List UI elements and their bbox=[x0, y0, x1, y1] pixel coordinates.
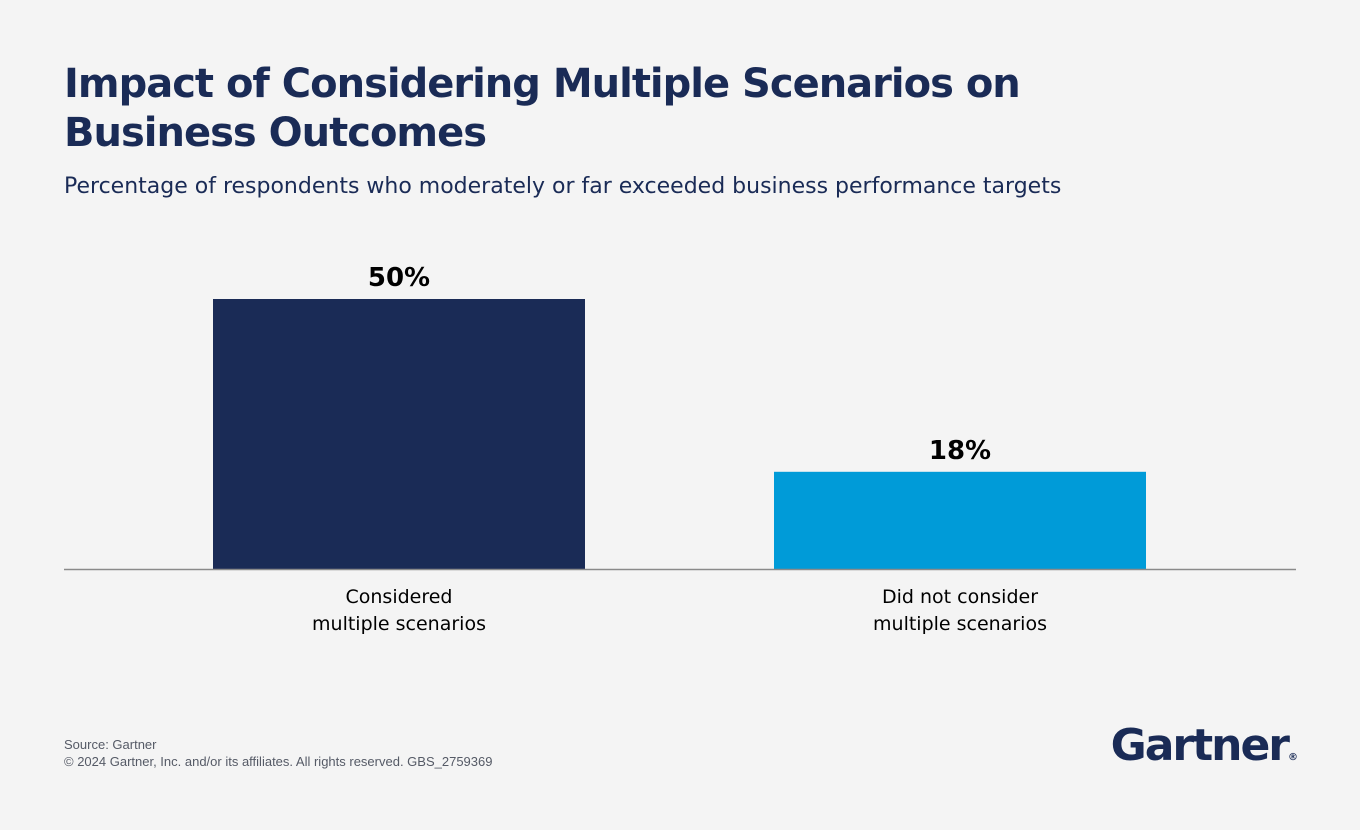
gartner-logo: Gartner® bbox=[1111, 718, 1298, 786]
chart-title: Impact of Considering Multiple Scenarios… bbox=[64, 61, 1021, 156]
copyright-note: © 2024 Gartner, Inc. and/or its affiliat… bbox=[64, 754, 493, 769]
bar-chart: 50% Considered multiple scenarios 18% Did no… bbox=[64, 263, 1296, 635]
bar-2 bbox=[774, 471, 1146, 569]
source-note: Source: Gartner bbox=[64, 737, 157, 752]
data-label-2: 18% bbox=[929, 436, 991, 466]
category-label-2: Did not consider multiple scenarios bbox=[873, 586, 1047, 635]
data-label-1: 50% bbox=[368, 263, 430, 293]
category-label-1: Considered multiple scenarios bbox=[312, 586, 486, 635]
bar-1 bbox=[213, 299, 585, 569]
registered-mark: ® bbox=[1288, 752, 1298, 763]
chart-subtitle: Percentage of respondents who moderately… bbox=[64, 174, 1062, 199]
logo-text: Gartner bbox=[1110, 720, 1290, 771]
footer: Source: Gartner © 2024 Gartner, Inc. and… bbox=[64, 736, 492, 770]
